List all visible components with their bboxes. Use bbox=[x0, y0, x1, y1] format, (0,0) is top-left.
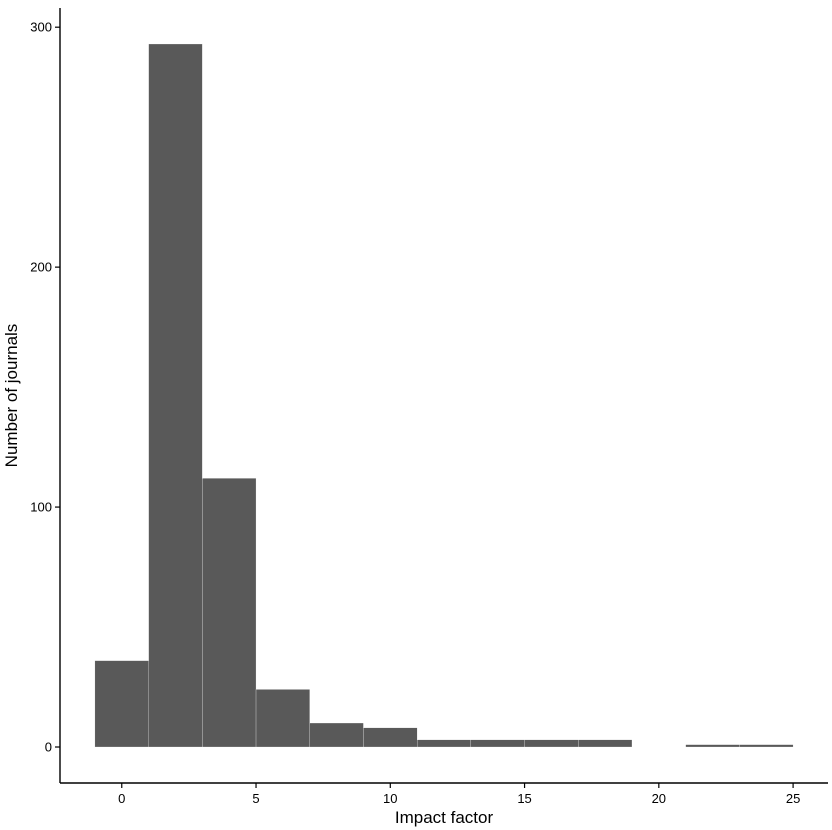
y-tick-label: 200 bbox=[30, 260, 52, 275]
histogram-bar bbox=[255, 689, 310, 748]
bars-layer bbox=[94, 43, 794, 748]
histogram-bar bbox=[524, 739, 579, 748]
y-tick-label: 300 bbox=[30, 20, 52, 35]
histogram-bar bbox=[417, 739, 471, 748]
x-tick-label: 15 bbox=[517, 791, 531, 806]
histogram-bar bbox=[470, 739, 525, 748]
x-tick-label: 20 bbox=[652, 791, 666, 806]
x-tick-label: 5 bbox=[252, 791, 259, 806]
x-axis-ticks: 0 5 10 15 20 25 bbox=[118, 783, 800, 806]
histogram-bar bbox=[685, 744, 740, 748]
histogram-bar bbox=[148, 43, 203, 748]
y-tick-label: 0 bbox=[45, 740, 52, 755]
x-tick-label: 25 bbox=[786, 791, 800, 806]
x-axis-title: Impact factor bbox=[395, 808, 494, 827]
y-axis-title: Number of journals bbox=[2, 324, 21, 468]
y-axis-ticks: 0 100 200 300 bbox=[30, 20, 60, 755]
histogram-bar bbox=[94, 660, 149, 748]
histogram-bar bbox=[578, 739, 633, 748]
histogram-bar bbox=[202, 478, 257, 748]
y-tick-label: 100 bbox=[30, 500, 52, 515]
x-tick-label: 10 bbox=[383, 791, 397, 806]
histogram-bar bbox=[739, 744, 794, 748]
histogram-bar bbox=[309, 722, 364, 748]
histogram-bar bbox=[363, 727, 418, 748]
x-tick-label: 0 bbox=[118, 791, 125, 806]
